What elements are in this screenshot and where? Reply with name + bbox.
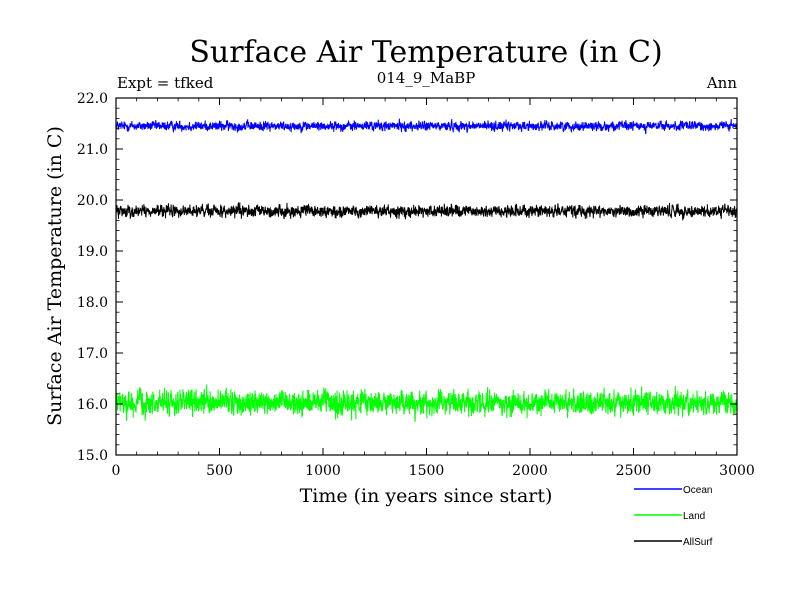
x-tick-label: 2000 xyxy=(512,463,548,479)
legend-label-ocean: Ocean xyxy=(683,485,712,496)
x-tick-label: 3000 xyxy=(719,463,755,479)
axis-ticks xyxy=(115,97,738,456)
plot-series xyxy=(115,118,738,422)
x-tick-label: 500 xyxy=(206,463,233,479)
x-tick-label: 1000 xyxy=(305,463,341,479)
chart-title: Surface Air Temperature (in C) xyxy=(189,35,662,70)
y-tick-label: 16.0 xyxy=(77,397,108,413)
y-tick-label: 21.0 xyxy=(77,142,108,158)
legend-label-allsurf: AllSurf xyxy=(683,537,713,548)
y-tick-labels: 15.0 16.0 17.0 18.0 19.0 20.0 21.0 22.0 xyxy=(77,91,108,464)
legend-label-land: Land xyxy=(683,511,705,522)
y-axis-label: Surface Air Temperature (in C) xyxy=(44,126,66,426)
x-axis-label: Time (in years since start) xyxy=(300,485,553,507)
y-tick-label: 20.0 xyxy=(77,193,108,209)
legend: Ocean Land AllSurf xyxy=(634,485,713,548)
period-label: Ann xyxy=(706,74,737,92)
y-tick-label: 15.0 xyxy=(77,448,108,464)
x-tick-label: 2500 xyxy=(616,463,652,479)
series-line-ocean xyxy=(115,118,738,135)
y-tick-label: 17.0 xyxy=(77,346,108,362)
series-line-land xyxy=(115,384,738,422)
series-line-allsurf xyxy=(115,202,738,221)
chart-subtitle: 014_9_MaBP xyxy=(377,69,476,87)
y-tick-label: 18.0 xyxy=(77,295,108,311)
x-tick-labels: 0 500 1000 1500 2000 2500 3000 xyxy=(112,463,755,479)
y-tick-label: 19.0 xyxy=(77,244,108,260)
y-tick-label: 22.0 xyxy=(77,91,108,107)
x-tick-label: 1500 xyxy=(409,463,445,479)
x-tick-label: 0 xyxy=(112,463,121,479)
experiment-label: Expt = tfked xyxy=(117,74,214,92)
